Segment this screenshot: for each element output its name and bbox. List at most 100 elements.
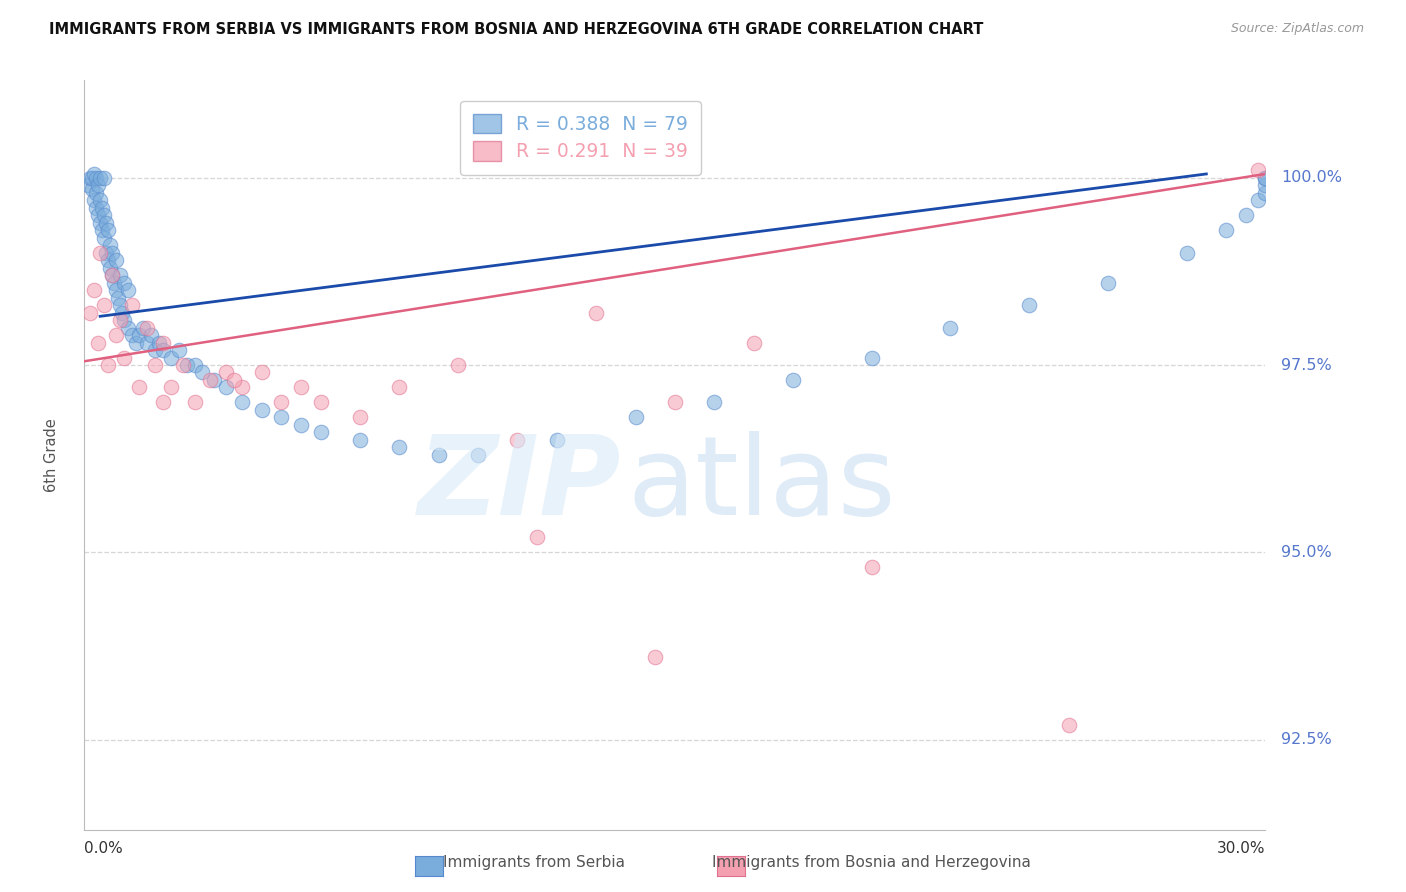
Point: [79, 170, 101, 185]
Point: [290, 417, 312, 432]
Point: [94, 245, 117, 260]
Point: [1215, 223, 1237, 237]
Point: [83, 193, 105, 207]
Point: [1234, 208, 1257, 222]
Point: [231, 395, 253, 409]
Point: [183, 395, 205, 409]
Point: [97, 358, 120, 372]
Point: [97, 223, 120, 237]
Point: [91, 201, 114, 215]
Point: [101, 268, 124, 282]
Point: [132, 320, 155, 334]
Point: [124, 335, 146, 350]
Point: [89, 245, 111, 260]
Point: [101, 245, 124, 260]
Point: [349, 433, 371, 447]
Point: [108, 268, 131, 282]
Text: 95.0%: 95.0%: [1281, 545, 1331, 560]
Point: [98, 260, 121, 275]
Point: [121, 328, 143, 343]
Point: [104, 328, 127, 343]
Point: [89, 216, 111, 230]
Point: [388, 441, 411, 455]
Point: [215, 380, 238, 394]
Point: [148, 335, 170, 350]
Point: [467, 448, 489, 462]
Legend: R = 0.388  N = 79, R = 0.291  N = 39: R = 0.388 N = 79, R = 0.291 N = 39: [460, 101, 702, 175]
Text: 6th Grade: 6th Grade: [44, 418, 59, 491]
Point: [83, 167, 105, 181]
Text: Immigrants from Serbia: Immigrants from Serbia: [443, 855, 626, 870]
Point: [91, 223, 114, 237]
Point: [176, 358, 198, 372]
Text: 100.0%: 100.0%: [1281, 170, 1343, 186]
Point: [77, 178, 100, 193]
Point: [290, 380, 312, 394]
Point: [270, 410, 292, 425]
Point: [1254, 170, 1277, 185]
Point: [703, 395, 725, 409]
Point: [87, 178, 110, 193]
Text: 92.5%: 92.5%: [1281, 732, 1331, 747]
Text: 0.0%: 0.0%: [84, 841, 124, 855]
Point: [860, 351, 883, 365]
Point: [231, 380, 253, 394]
Point: [1254, 170, 1277, 185]
Text: Source: ZipAtlas.com: Source: ZipAtlas.com: [1230, 22, 1364, 36]
Point: [1254, 178, 1277, 193]
Text: Immigrants from Bosnia and Herzegovina: Immigrants from Bosnia and Herzegovina: [713, 855, 1031, 870]
Point: [117, 283, 139, 297]
Point: [93, 298, 115, 312]
Point: [84, 170, 107, 185]
Point: [1018, 298, 1040, 312]
Point: [152, 335, 174, 350]
Point: [742, 335, 765, 350]
Point: [83, 283, 105, 297]
Point: [143, 343, 166, 357]
Text: atlas: atlas: [627, 432, 896, 539]
Point: [664, 395, 686, 409]
Point: [104, 283, 127, 297]
Point: [270, 395, 292, 409]
Point: [782, 373, 804, 387]
Point: [143, 358, 166, 372]
Point: [97, 253, 120, 268]
Point: [1175, 245, 1198, 260]
Point: [644, 650, 666, 665]
Point: [93, 230, 115, 244]
Point: [79, 305, 101, 319]
Point: [128, 328, 150, 343]
Point: [215, 366, 238, 380]
Point: [103, 276, 125, 290]
Point: [388, 380, 411, 394]
Point: [160, 351, 183, 365]
Point: [1254, 186, 1277, 200]
Point: [309, 425, 332, 440]
Point: [111, 305, 134, 319]
Point: [89, 170, 111, 185]
Point: [108, 298, 131, 312]
Point: [141, 328, 163, 343]
Point: [136, 320, 159, 334]
Point: [222, 373, 245, 387]
Text: 97.5%: 97.5%: [1281, 358, 1331, 373]
Point: [112, 276, 135, 290]
Point: [1246, 163, 1268, 178]
Point: [526, 530, 548, 544]
Point: [93, 208, 115, 222]
Point: [121, 298, 143, 312]
Point: [108, 313, 131, 327]
Point: [84, 201, 107, 215]
Point: [152, 395, 174, 409]
Point: [128, 380, 150, 394]
Point: [309, 395, 332, 409]
Point: [860, 560, 883, 574]
Point: [107, 291, 129, 305]
Point: [84, 186, 107, 200]
Point: [191, 366, 214, 380]
Text: ZIP: ZIP: [418, 432, 621, 539]
Point: [250, 403, 273, 417]
Point: [117, 320, 139, 334]
Point: [94, 216, 117, 230]
Point: [447, 358, 470, 372]
